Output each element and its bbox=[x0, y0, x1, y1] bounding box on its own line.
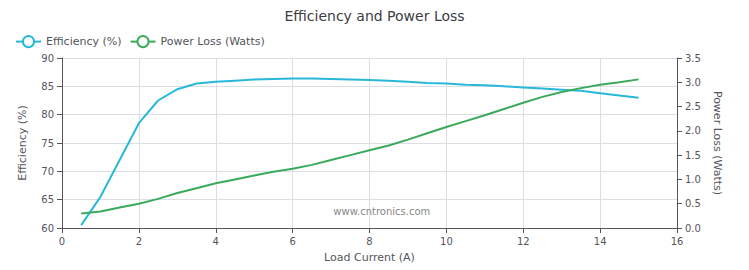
svg-text:0: 0 bbox=[59, 236, 65, 247]
svg-text:4: 4 bbox=[213, 236, 219, 247]
svg-text:0.0: 0.0 bbox=[685, 223, 701, 234]
svg-text:85: 85 bbox=[41, 81, 54, 92]
svg-text:Efficiency (%): Efficiency (%) bbox=[16, 105, 29, 181]
svg-text:10: 10 bbox=[440, 236, 453, 247]
svg-text:Efficiency and Power Loss: Efficiency and Power Loss bbox=[284, 8, 464, 24]
svg-text:3.0: 3.0 bbox=[685, 77, 701, 88]
svg-text:2: 2 bbox=[136, 236, 142, 247]
svg-text:1.0: 1.0 bbox=[685, 174, 701, 185]
svg-text:2.0: 2.0 bbox=[685, 125, 701, 136]
svg-text:www.cntronics.com: www.cntronics.com bbox=[333, 206, 430, 217]
svg-text:60: 60 bbox=[41, 223, 54, 234]
svg-text:16: 16 bbox=[671, 236, 684, 247]
svg-text:8: 8 bbox=[366, 236, 372, 247]
svg-text:Power Loss (Watts): Power Loss (Watts) bbox=[711, 91, 724, 195]
svg-text:70: 70 bbox=[41, 166, 54, 177]
svg-text:90: 90 bbox=[41, 53, 54, 64]
svg-text:1.5: 1.5 bbox=[685, 150, 701, 161]
svg-text:12: 12 bbox=[517, 236, 530, 247]
svg-text:65: 65 bbox=[41, 194, 54, 205]
svg-text:Load Current (A): Load Current (A) bbox=[324, 251, 415, 264]
svg-text:2.5: 2.5 bbox=[685, 101, 701, 112]
svg-text:14: 14 bbox=[594, 236, 607, 247]
svg-text:Efficiency (%): Efficiency (%) bbox=[46, 35, 122, 48]
svg-text:3.5: 3.5 bbox=[685, 53, 701, 64]
svg-text:0.5: 0.5 bbox=[685, 198, 701, 209]
svg-text:75: 75 bbox=[41, 138, 54, 149]
svg-text:Power Loss (Watts): Power Loss (Watts) bbox=[161, 35, 265, 48]
svg-text:6: 6 bbox=[289, 236, 295, 247]
svg-text:80: 80 bbox=[41, 109, 54, 120]
